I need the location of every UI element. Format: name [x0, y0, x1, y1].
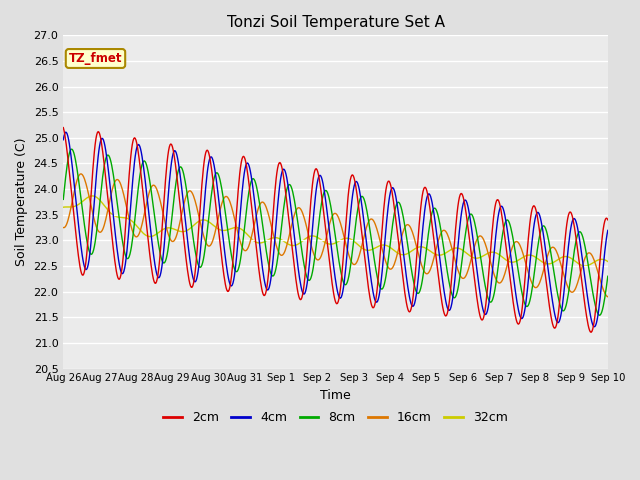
Y-axis label: Soil Temperature (C): Soil Temperature (C) — [15, 138, 28, 266]
Text: TZ_fmet: TZ_fmet — [68, 52, 122, 65]
X-axis label: Time: Time — [320, 389, 351, 402]
Title: Tonzi Soil Temperature Set A: Tonzi Soil Temperature Set A — [227, 15, 445, 30]
Legend: 2cm, 4cm, 8cm, 16cm, 32cm: 2cm, 4cm, 8cm, 16cm, 32cm — [158, 406, 513, 429]
